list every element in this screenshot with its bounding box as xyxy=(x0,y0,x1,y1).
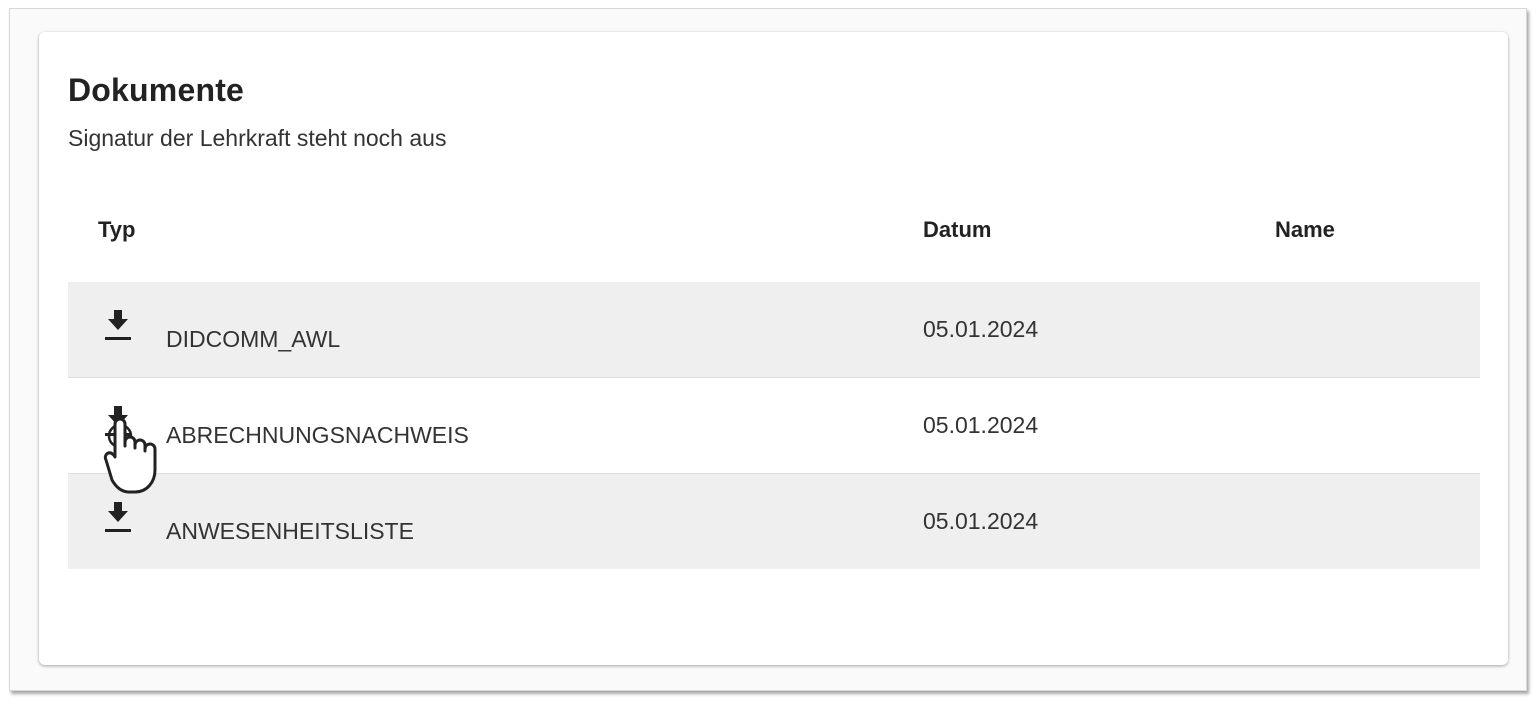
document-type[interactable]: ABRECHNUNGSNACHWEIS xyxy=(166,422,469,448)
document-date: 05.01.2024 xyxy=(923,508,1039,534)
header-name: Name xyxy=(1275,217,1335,242)
document-type[interactable]: DIDCOMM_AWL xyxy=(166,326,341,352)
header-datum: Datum xyxy=(923,217,992,242)
table-row: ANWESENHEITSLISTE 05.01.2024 xyxy=(68,474,1480,569)
download-icon[interactable] xyxy=(104,502,132,534)
document-date: 05.01.2024 xyxy=(923,316,1039,342)
page-frame: Dokumente Signatur der Lehrkraft steht n… xyxy=(9,8,1527,691)
table-row: ABRECHNUNGSNACHWEIS 05.01.2024 xyxy=(68,378,1480,474)
download-icon[interactable] xyxy=(104,310,132,342)
card-title: Dokumente xyxy=(68,72,245,108)
documents-table: Typ Datum Name DIDCOMM_AWL 05.01.2024 AB… xyxy=(68,200,1480,569)
documents-card: Dokumente Signatur der Lehrkraft steht n… xyxy=(39,32,1508,665)
header-typ: Typ xyxy=(98,217,136,242)
document-date: 05.01.2024 xyxy=(923,412,1039,438)
hand-pointer-cursor-icon xyxy=(103,417,157,494)
document-type[interactable]: ANWESENHEITSLISTE xyxy=(166,518,414,544)
table-row: DIDCOMM_AWL 05.01.2024 xyxy=(68,282,1480,378)
table-header: Typ Datum Name xyxy=(68,200,1480,282)
card-subtitle: Signatur der Lehrkraft steht noch aus xyxy=(68,125,447,151)
